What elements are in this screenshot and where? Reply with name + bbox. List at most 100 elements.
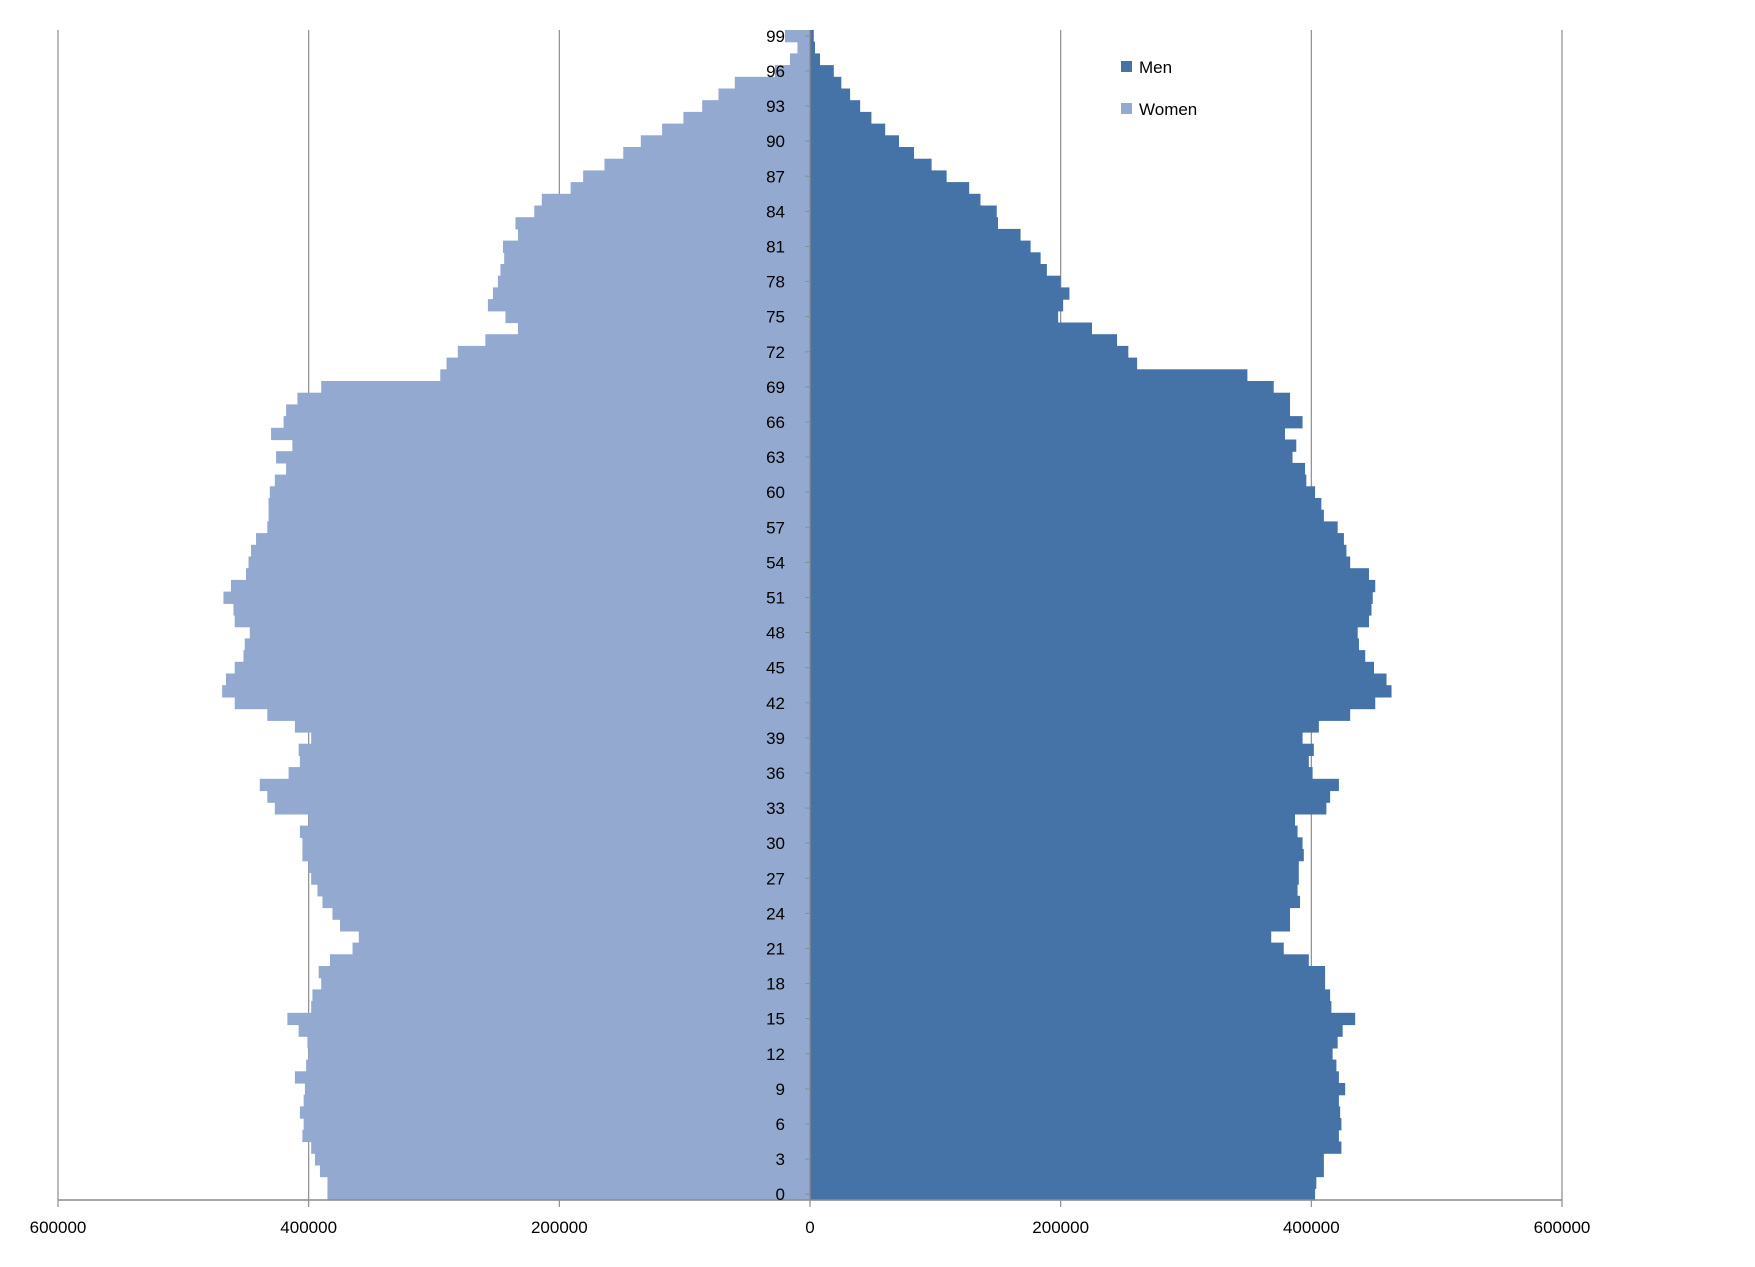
men-bar	[810, 802, 1327, 815]
women-bar	[287, 1012, 810, 1026]
men-bar	[810, 1001, 1332, 1014]
women-bar	[500, 264, 810, 277]
men-bar	[810, 1024, 1343, 1037]
women-bar	[662, 123, 810, 136]
men-bar	[810, 310, 1059, 324]
legend-label: Men	[1139, 58, 1172, 77]
age-tick-label: 36	[766, 764, 785, 783]
women-bar	[440, 369, 810, 382]
women-bar	[784, 30, 810, 43]
women-bar	[358, 930, 810, 944]
men-bar	[810, 1153, 1324, 1166]
men-bar	[810, 345, 1129, 359]
men-bar	[810, 123, 886, 136]
women-bar	[311, 732, 810, 745]
women-bar	[268, 498, 810, 511]
women-bars	[222, 30, 811, 1201]
x-tick-label: 400000	[280, 1218, 337, 1237]
age-tick-label: 90	[766, 132, 785, 151]
men-bar	[810, 228, 1021, 242]
men-bar	[810, 919, 1291, 932]
men-bar	[810, 170, 947, 183]
men-bar	[810, 369, 1248, 382]
men-bar	[810, 30, 814, 43]
age-tick-label: 93	[766, 97, 785, 116]
men-bar	[810, 462, 1306, 476]
age-tick-label: 18	[766, 975, 785, 994]
age-tick-label: 57	[766, 518, 785, 537]
age-tick-label: 75	[766, 308, 785, 327]
women-bar	[317, 884, 810, 897]
women-bar	[311, 1001, 810, 1014]
men-bar	[810, 884, 1298, 897]
men-bar	[810, 381, 1274, 394]
men-bar	[810, 708, 1351, 721]
men-bar	[810, 486, 1316, 499]
x-tick-label: 200000	[531, 1218, 588, 1237]
women-bar	[286, 462, 810, 476]
women-bar	[502, 240, 810, 253]
age-tick-label: 96	[766, 62, 785, 81]
men-bar	[810, 849, 1304, 862]
women-bar	[517, 322, 810, 335]
women-bar	[497, 275, 810, 288]
women-bar	[276, 451, 811, 464]
women-bar	[303, 1094, 810, 1107]
women-bar	[302, 1129, 810, 1143]
men-bar	[810, 205, 997, 218]
men-bar	[810, 1141, 1342, 1154]
men-bar	[810, 287, 1070, 300]
men-bar	[810, 954, 1309, 967]
women-bar	[306, 1059, 810, 1072]
men-bar	[810, 1129, 1339, 1143]
men-bar	[810, 837, 1303, 850]
women-bar	[487, 299, 810, 312]
men-bar	[810, 966, 1326, 979]
women-bar	[485, 334, 810, 347]
men-bar	[810, 685, 1392, 698]
men-bar	[810, 88, 851, 101]
men-bar	[810, 1071, 1339, 1084]
men-bar	[810, 556, 1351, 569]
women-bar	[734, 76, 810, 90]
women-bar	[314, 1153, 810, 1166]
age-tick-label: 66	[766, 413, 785, 432]
women-bar	[322, 895, 810, 909]
age-tick-label: 72	[766, 343, 785, 362]
women-bar	[267, 708, 811, 721]
women-bar	[340, 919, 810, 932]
men-bar	[810, 1118, 1342, 1131]
men-bar	[810, 275, 1061, 288]
women-bar	[327, 1176, 810, 1189]
men-bar	[810, 533, 1344, 546]
women-bar	[304, 1083, 810, 1096]
women-bar	[225, 673, 811, 686]
women-bar	[505, 310, 810, 324]
women-bar	[311, 1141, 810, 1154]
men-bar	[810, 696, 1376, 710]
men-bar	[810, 650, 1366, 663]
men-bar	[810, 615, 1369, 628]
age-tick-label: 27	[766, 869, 785, 888]
women-bar	[299, 755, 810, 768]
women-bar	[332, 907, 810, 920]
women-bar	[303, 1118, 810, 1131]
men-bar	[810, 825, 1298, 838]
men-bar	[810, 1176, 1317, 1189]
women-bar	[623, 147, 810, 160]
men-bar	[810, 217, 998, 230]
women-bar	[268, 509, 810, 522]
men-bar	[810, 579, 1376, 593]
women-bar	[288, 767, 810, 780]
men-bar	[810, 942, 1284, 955]
legend-swatch	[1121, 103, 1132, 114]
men-bars	[810, 30, 1392, 1201]
women-bar	[718, 88, 810, 101]
women-bar	[243, 650, 810, 663]
women-bar	[352, 942, 810, 955]
men-bar	[810, 439, 1297, 452]
men-bar	[810, 1036, 1338, 1049]
men-bar	[810, 392, 1291, 405]
women-bar	[683, 111, 810, 125]
